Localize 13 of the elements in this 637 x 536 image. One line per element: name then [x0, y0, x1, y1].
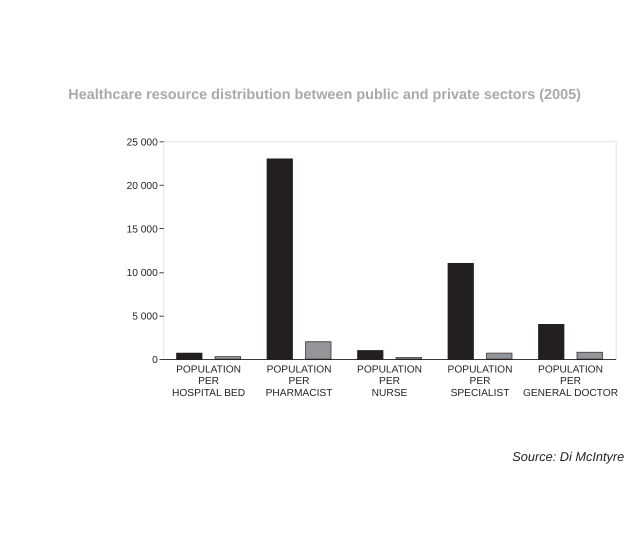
x-tick-label: POPULATION PER HOSPITAL BED: [172, 364, 246, 400]
x-tick-label: POPULATION PER SPECIALIST: [448, 364, 512, 400]
y-tick-label: 0: [152, 354, 158, 366]
x-tick-label: POPULATION PER PHARMACIST: [266, 364, 332, 400]
x-tick-label: POPULATION PER NURSE: [357, 364, 422, 400]
y-tick-label: 5 000: [132, 311, 158, 322]
source-note: Source: Di McIntyre: [512, 449, 624, 464]
y-tick-label: 25 000: [126, 137, 158, 148]
chart-title: Healthcare resource distribution between public and private sectors (2005): [68, 86, 582, 103]
y-tick-label: 10 000: [126, 268, 158, 279]
y-tick-label: 15 000: [126, 224, 158, 236]
x-tick-label: POPULATION PER GENERAL DOCTOR: [522, 364, 618, 400]
y-tick-label: 20 000: [126, 180, 158, 192]
